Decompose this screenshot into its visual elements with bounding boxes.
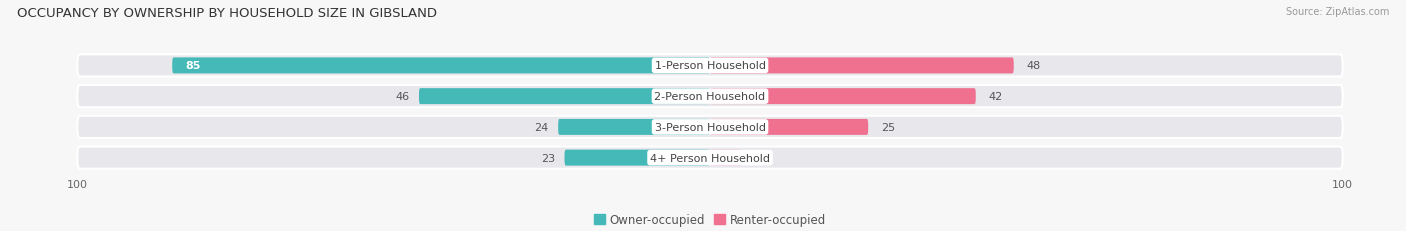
FancyBboxPatch shape xyxy=(710,58,1014,74)
Text: 85: 85 xyxy=(186,61,200,71)
Text: 4+ Person Household: 4+ Person Household xyxy=(650,153,770,163)
FancyBboxPatch shape xyxy=(710,150,742,166)
Text: 23: 23 xyxy=(541,153,555,163)
Text: Source: ZipAtlas.com: Source: ZipAtlas.com xyxy=(1285,7,1389,17)
FancyBboxPatch shape xyxy=(419,89,710,105)
FancyBboxPatch shape xyxy=(710,119,869,135)
FancyBboxPatch shape xyxy=(77,147,1343,169)
FancyBboxPatch shape xyxy=(710,89,976,105)
Text: OCCUPANCY BY OWNERSHIP BY HOUSEHOLD SIZE IN GIBSLAND: OCCUPANCY BY OWNERSHIP BY HOUSEHOLD SIZE… xyxy=(17,7,437,20)
Text: 3-Person Household: 3-Person Household xyxy=(655,122,765,132)
FancyBboxPatch shape xyxy=(565,150,710,166)
Text: 42: 42 xyxy=(988,92,1002,102)
Text: 2-Person Household: 2-Person Household xyxy=(654,92,766,102)
FancyBboxPatch shape xyxy=(77,55,1343,77)
Text: 5: 5 xyxy=(755,153,761,163)
Text: 46: 46 xyxy=(395,92,409,102)
FancyBboxPatch shape xyxy=(558,119,710,135)
Text: 25: 25 xyxy=(882,122,896,132)
Text: 24: 24 xyxy=(534,122,548,132)
Text: 1-Person Household: 1-Person Household xyxy=(655,61,765,71)
FancyBboxPatch shape xyxy=(173,58,710,74)
FancyBboxPatch shape xyxy=(77,86,1343,108)
FancyBboxPatch shape xyxy=(77,116,1343,138)
Text: 48: 48 xyxy=(1026,61,1040,71)
Legend: Owner-occupied, Renter-occupied: Owner-occupied, Renter-occupied xyxy=(589,209,831,231)
